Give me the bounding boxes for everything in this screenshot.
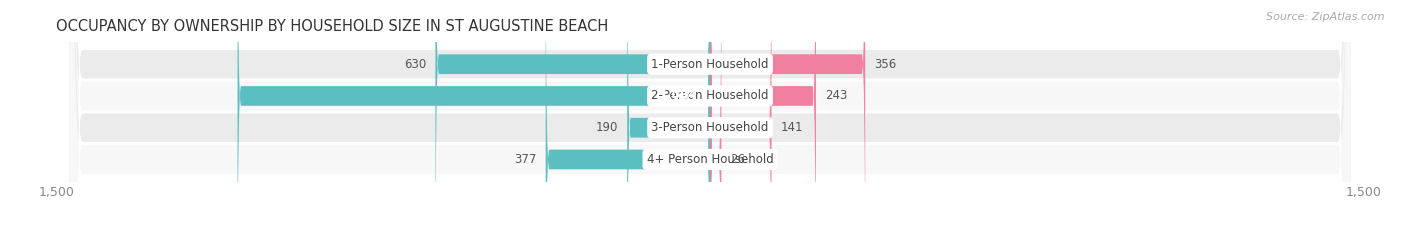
FancyBboxPatch shape [710, 0, 815, 233]
FancyBboxPatch shape [627, 0, 710, 233]
Text: 26: 26 [730, 153, 745, 166]
FancyBboxPatch shape [69, 0, 1351, 233]
FancyBboxPatch shape [238, 0, 710, 233]
Text: 243: 243 [825, 89, 846, 103]
FancyBboxPatch shape [710, 0, 865, 233]
Text: 190: 190 [596, 121, 619, 134]
Text: 356: 356 [875, 58, 896, 71]
Text: OCCUPANCY BY OWNERSHIP BY HOUSEHOLD SIZE IN ST AUGUSTINE BEACH: OCCUPANCY BY OWNERSHIP BY HOUSEHOLD SIZE… [56, 19, 609, 34]
Text: Source: ZipAtlas.com: Source: ZipAtlas.com [1267, 12, 1385, 22]
Text: 4+ Person Household: 4+ Person Household [647, 153, 773, 166]
FancyBboxPatch shape [69, 0, 1351, 233]
FancyBboxPatch shape [546, 0, 710, 233]
Text: 630: 630 [405, 58, 427, 71]
Text: 141: 141 [780, 121, 803, 134]
FancyBboxPatch shape [710, 0, 772, 233]
Text: 377: 377 [515, 153, 537, 166]
Text: 1,084: 1,084 [659, 89, 697, 103]
FancyBboxPatch shape [436, 0, 710, 233]
Text: 2-Person Household: 2-Person Household [651, 89, 769, 103]
Text: 3-Person Household: 3-Person Household [651, 121, 769, 134]
FancyBboxPatch shape [69, 0, 1351, 233]
FancyBboxPatch shape [710, 0, 721, 233]
Text: 1-Person Household: 1-Person Household [651, 58, 769, 71]
FancyBboxPatch shape [69, 0, 1351, 233]
